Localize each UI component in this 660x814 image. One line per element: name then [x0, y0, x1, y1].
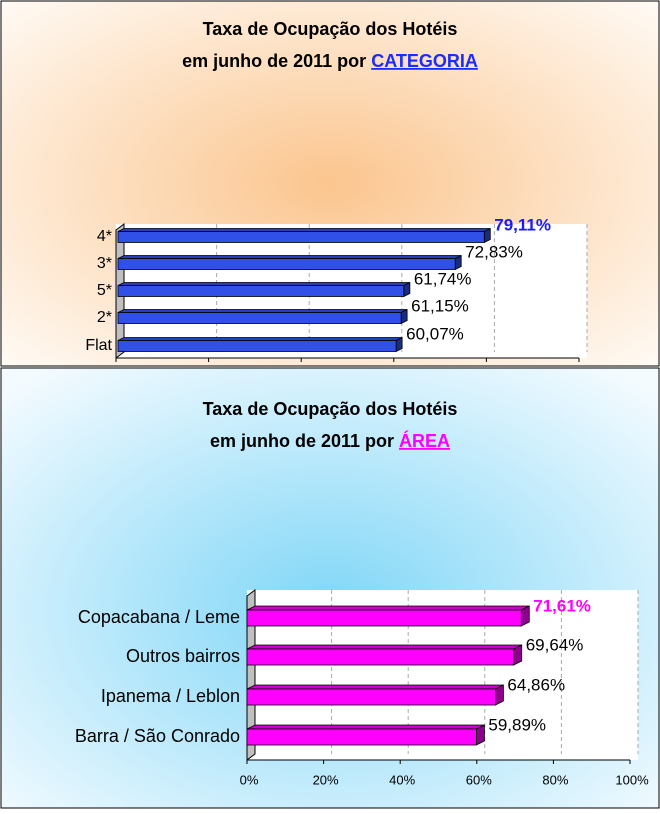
bar: [117, 340, 397, 352]
bar: [117, 258, 456, 270]
value-label: 64,86%: [507, 675, 565, 694]
bar: [246, 609, 522, 627]
bar-top: [117, 282, 411, 286]
bar: [246, 648, 515, 666]
bar: [117, 285, 405, 297]
bar: [246, 688, 496, 706]
x-tick-label: 20%: [313, 772, 339, 787]
y-tick-label: 5*: [97, 282, 112, 299]
value-label: 69,64%: [526, 635, 584, 654]
bar-top: [246, 724, 485, 730]
chart-subtitle: em junho de 2011 por CATEGORIA: [182, 51, 478, 71]
y-tick-label: Outros bairros: [126, 646, 240, 666]
bar-side: [520, 605, 530, 627]
value-label: 79,11%: [494, 215, 551, 234]
subtitle-link: ÁREA: [399, 430, 450, 451]
y-tick-label: 2*: [97, 309, 112, 326]
x-tick-label: 60%: [466, 772, 492, 787]
bar-top: [117, 228, 491, 232]
value-label: 61,15%: [411, 296, 469, 315]
bar-top: [246, 684, 504, 690]
y-tick-label: Copacabana / Leme: [78, 607, 240, 627]
chart-subtitle: em junho de 2011 por ÁREA: [210, 430, 450, 451]
x-tick-label: 80%: [542, 772, 568, 787]
bar: [117, 231, 485, 243]
bar-top: [246, 644, 522, 650]
bar-top: [117, 255, 462, 259]
bar: [117, 312, 402, 324]
x-tick-label: 0%: [240, 772, 259, 787]
chart-title: Taxa de Ocupação dos Hotéis: [203, 399, 458, 419]
value-label: 71,61%: [533, 596, 591, 615]
value-label: 72,83%: [465, 242, 523, 261]
bar-top: [117, 309, 408, 313]
y-tick-label: Flat: [85, 337, 112, 354]
bar: [246, 728, 477, 746]
chart-title: Taxa de Ocupação dos Hotéis: [203, 19, 458, 39]
bar-side: [495, 684, 504, 706]
value-label: 59,89%: [488, 715, 546, 734]
subtitle-text: em junho de 2011 por: [210, 431, 394, 451]
subtitle-text: em junho de 2011 por: [182, 51, 366, 71]
bar-top: [246, 605, 530, 611]
y-tick-label: Barra / São Conrado: [75, 726, 240, 746]
y-tick-label: 4*: [97, 228, 112, 245]
value-label: 61,74%: [414, 269, 472, 288]
bar-top: [117, 337, 403, 341]
y-tick-label: 3*: [97, 255, 112, 272]
x-tick-label: 40%: [389, 772, 415, 787]
bar-side: [513, 644, 523, 666]
value-label: 60,07%: [406, 324, 464, 343]
subtitle-link: CATEGORIA: [371, 51, 478, 71]
x-tick-label: 100%: [615, 772, 649, 787]
bar-side: [475, 724, 485, 746]
y-tick-label: Ipanema / Leblon: [101, 686, 240, 706]
